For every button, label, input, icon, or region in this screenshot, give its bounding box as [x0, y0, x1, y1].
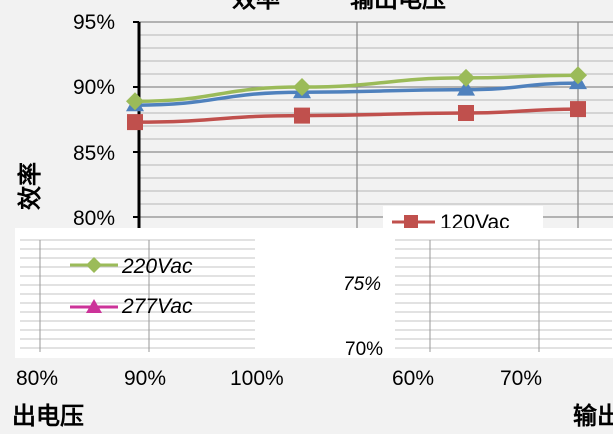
y-axis-title: 效率: [16, 162, 44, 210]
inset-tick-label: 70%: [345, 339, 383, 360]
y-tick-label: 80%: [73, 207, 115, 230]
data-point-220Vac: [569, 66, 587, 85]
y-tick-label: 95%: [73, 11, 115, 34]
bottom-tick-label: 60%: [392, 367, 434, 390]
data-point-277Vac: [457, 79, 475, 96]
data-point-220Vac: [293, 78, 311, 96]
legend-120-marker: [404, 215, 418, 229]
series-layer: [126, 66, 587, 131]
bottom-tick-label: 70%: [500, 367, 542, 390]
plot-area: [139, 22, 613, 232]
y-tick-label: 85%: [73, 142, 115, 165]
data-point-120Vac: [570, 101, 586, 118]
legend-277-marker: [86, 299, 102, 313]
x-axis-title-right: 输出: [573, 402, 613, 430]
bottom-tick-label: 80%: [16, 367, 58, 390]
series-line-277Vac: [134, 81, 579, 107]
y-axis-ticks: [133, 21, 139, 218]
data-point-220Vac: [126, 92, 144, 111]
series-line-120Vac: [134, 107, 579, 124]
series-line-220Vac: [134, 73, 579, 104]
data-point-120Vac: [127, 114, 143, 131]
grid: [139, 21, 613, 232]
data-point-220Vac: [457, 68, 475, 87]
bottom-tick-label: 100%: [230, 367, 284, 390]
legend-277-label: 277Vac: [121, 295, 193, 318]
data-point-120Vac: [458, 105, 474, 121]
inset-tick-label: 75%: [343, 274, 381, 295]
data-point-120Vac: [294, 107, 310, 124]
legend-220-label: 220Vac: [121, 255, 193, 278]
bottom-tick-label: 90%: [124, 367, 166, 390]
legend-220-marker: [86, 257, 102, 273]
chart-title-left: 效率: [232, 0, 280, 13]
chart-title-right: 输出电压: [350, 0, 446, 13]
overlay-center-blank: [255, 235, 395, 353]
y-tick-label: 90%: [73, 76, 115, 99]
x-axis-title: 出电压: [12, 402, 84, 430]
